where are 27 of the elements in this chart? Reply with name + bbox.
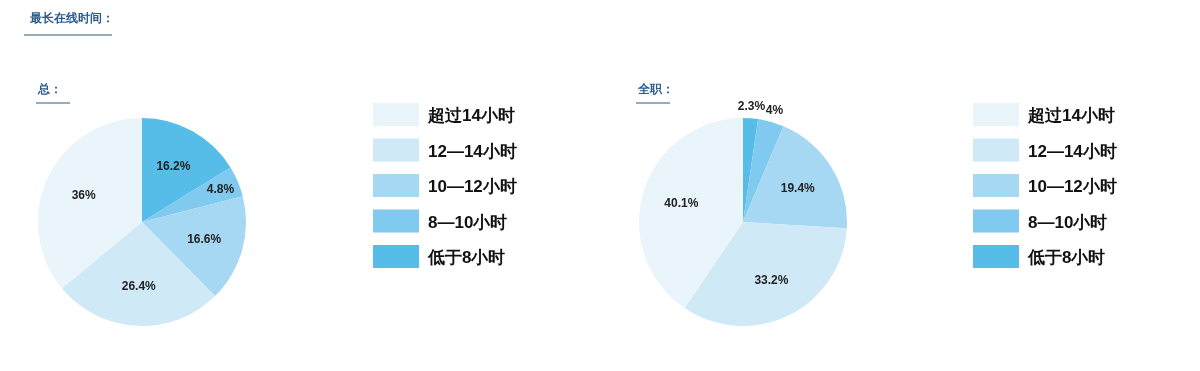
pie-slice xyxy=(684,222,847,326)
data-label: 26.4% xyxy=(121,279,157,294)
legend-label: 8—10小时 xyxy=(1028,212,1108,232)
legend-label: 10—12小时 xyxy=(428,177,517,196)
chart-title: 最长在线时间： xyxy=(29,11,114,25)
data-label: 19.4% xyxy=(780,181,816,195)
pie-slice xyxy=(639,118,743,309)
data-label: 40.1% xyxy=(664,196,699,211)
data-label: 33.2% xyxy=(754,272,789,287)
legend-label: 低于8小时 xyxy=(1027,248,1106,267)
pie-slice xyxy=(743,126,847,229)
chart-subtitle: 全职： xyxy=(637,82,674,96)
chart-subtitle: 总： xyxy=(37,82,62,96)
legend-label: 10—12小时 xyxy=(1028,177,1117,196)
data-label: 16.6% xyxy=(187,232,222,247)
data-label: 4.8% xyxy=(206,181,235,196)
data-label: 16.2% xyxy=(156,158,191,173)
legend-label: 低于8小时 xyxy=(427,248,506,267)
legend-label: 超过14小时 xyxy=(1027,106,1115,125)
data-label: 36% xyxy=(71,187,96,202)
data-label: 2.3% xyxy=(737,98,766,113)
legend-label: 超过14小时 xyxy=(427,106,515,125)
data-label: 4% xyxy=(765,102,784,117)
legend-label: 12—14小时 xyxy=(428,141,517,161)
legend-label: 12—14小时 xyxy=(1028,141,1117,161)
pie-slice xyxy=(743,118,759,222)
legend-label: 8—10小时 xyxy=(428,212,508,232)
